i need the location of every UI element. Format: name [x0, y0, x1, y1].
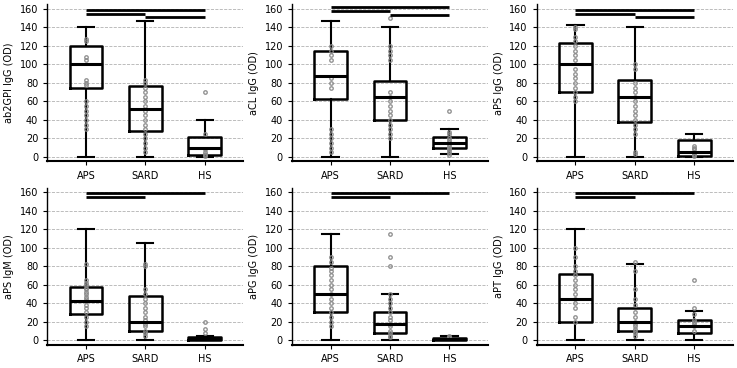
Y-axis label: aPS IgM (OD): aPS IgM (OD) [4, 234, 14, 298]
Y-axis label: aPG IgG (OD): aPG IgG (OD) [249, 234, 259, 299]
Y-axis label: aPS IgG (OD): aPS IgG (OD) [494, 51, 503, 115]
Y-axis label: aCL IgG (OD): aCL IgG (OD) [249, 51, 259, 115]
Y-axis label: ab2GPI IgG (OD): ab2GPI IgG (OD) [4, 43, 14, 123]
Y-axis label: aPT IgG (OD): aPT IgG (OD) [494, 234, 503, 298]
